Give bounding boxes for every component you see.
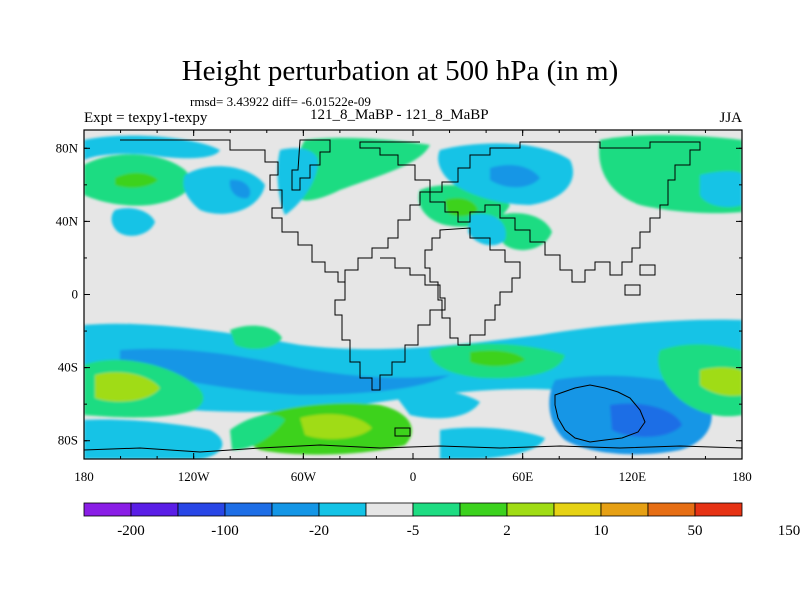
x-tick-label: 180 <box>74 469 94 484</box>
contour-sh-atlantic-rim <box>230 414 285 450</box>
contour-sh-atlantic-blue <box>395 389 480 419</box>
contour-nh-blue-2-core <box>229 179 251 199</box>
colorbar-label: 2 <box>503 523 511 539</box>
contour-sh-belt-core <box>120 348 450 395</box>
y-tick-label: 40N <box>56 213 79 228</box>
contour-nh-blue-3 <box>111 208 155 236</box>
contour-field <box>84 130 742 459</box>
colorbar-swatch <box>600 502 649 517</box>
colorbar: -200 -100 -20 -5 2 10 50 150 <box>83 502 800 539</box>
axis-ticks: 180 120W 60W 0 60E 120E 180 80N 40N 0 40S 80S <box>56 130 752 484</box>
y-tick-label: 40S <box>58 360 78 375</box>
y-tick-label: 80N <box>56 140 79 155</box>
coastline-greenland <box>291 139 331 191</box>
coastline-north-america <box>120 139 431 283</box>
coastline-africa <box>424 227 521 346</box>
contour-nh-siberia-core <box>490 165 540 188</box>
colorbar-swatch <box>271 502 320 517</box>
coastline-island-1 <box>639 264 656 276</box>
colorbar-swatch <box>224 502 273 517</box>
colorbar-label: 10 <box>594 523 609 539</box>
contour-nh-eastpac-blue <box>700 171 742 207</box>
colorbar-label: 150 <box>778 523 800 539</box>
colorbar-swatch <box>83 502 132 517</box>
contour-sh-southindian-core <box>610 403 682 437</box>
contour-sh-green-patch <box>230 325 282 350</box>
colorbar-swatch <box>459 502 508 517</box>
contour-nh-blue-2 <box>183 166 265 214</box>
contour-sh-eastpac-core <box>700 367 742 396</box>
colorbar-label: -20 <box>309 523 329 539</box>
coastline-island-3 <box>394 427 411 437</box>
colorbar-swatch <box>318 502 367 517</box>
stats-line: rmsd= 3.43922 diff= -6.01522e-09 <box>190 94 371 109</box>
colorbar-swatch <box>130 502 179 517</box>
colorbar-swatch <box>647 502 696 517</box>
x-tick-label: 60W <box>291 469 317 484</box>
x-tick-label: 120E <box>619 469 647 484</box>
colorbar-swatch <box>553 502 602 517</box>
contour-nh-westpac-core <box>115 172 158 188</box>
y-tick-label: 0 <box>72 287 79 302</box>
contour-sh-atlantic-core <box>300 414 372 440</box>
x-tick-label: 120W <box>178 469 211 484</box>
contour-sh-pacific-core <box>95 372 160 402</box>
season-label: JJA <box>719 110 742 126</box>
contour-sh-southern-rim-east <box>440 427 545 459</box>
coastlines <box>84 139 742 453</box>
x-tick-label: 0 <box>410 469 417 484</box>
colorbar-swatch <box>506 502 555 517</box>
colorbar-swatch <box>412 502 461 517</box>
coastline-antarctica <box>84 444 742 453</box>
coastline-south-america <box>334 257 446 391</box>
colorbar-label: -200 <box>117 523 145 539</box>
y-tick-label: 80S <box>58 433 78 448</box>
coastline-australia <box>554 384 646 443</box>
colorbar-swatch <box>365 502 414 517</box>
contour-sh-indian-core <box>470 350 525 367</box>
contour-nh-blue-5 <box>468 213 506 246</box>
contour-nh-central-asia <box>496 213 552 251</box>
page-title: Height perturbation at 500 hPa (in m) <box>181 55 619 87</box>
x-tick-label: 180 <box>732 469 752 484</box>
coastline-island-2 <box>624 284 641 296</box>
colorbar-swatch <box>694 502 743 517</box>
experiment-label: Expt = texpy1-texpy <box>84 110 208 126</box>
colorbar-label: 50 <box>688 523 703 539</box>
colorbar-label: -100 <box>211 523 239 539</box>
contour-nh-blue-4 <box>277 148 319 215</box>
coastline-eurasia <box>429 141 701 283</box>
contour-nh-blue-1 <box>84 135 220 160</box>
colorbar-swatch <box>177 502 226 517</box>
colorbar-label: -5 <box>407 523 420 539</box>
x-tick-label: 60E <box>512 469 533 484</box>
runs-label: 121_8_MaBP - 121_8_MaBP <box>310 107 489 123</box>
contour-nh-greenland <box>294 137 430 201</box>
